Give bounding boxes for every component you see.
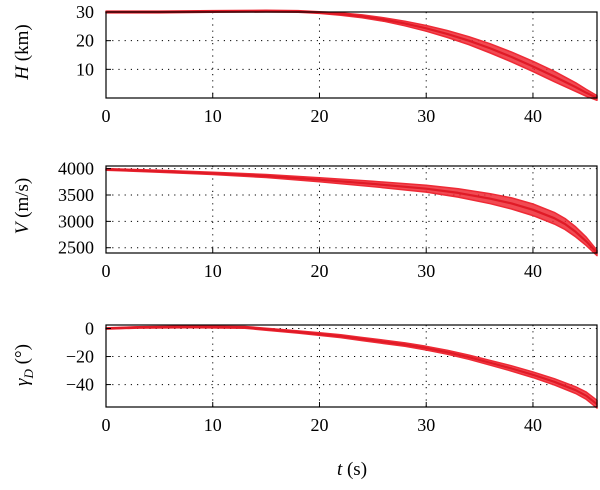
x-tick-label: 30 bbox=[417, 415, 435, 435]
ylabel-unit: (m/s) bbox=[12, 178, 33, 223]
panel-velocity: V (m/s) 0 10 20 30 40 2500 3000 3500 4000 bbox=[12, 159, 598, 281]
x-tick-label: 0 bbox=[102, 106, 111, 126]
x-tick-label: 40 bbox=[524, 106, 542, 126]
y-axis-label-altitude: H (km) bbox=[12, 24, 33, 80]
ylabel-symbol: γ bbox=[12, 378, 33, 386]
x-tick-label: 30 bbox=[417, 106, 435, 126]
xlabel-symbol: t bbox=[337, 459, 343, 480]
y-tick-label: −20 bbox=[66, 347, 94, 367]
trajectory-band bbox=[105, 167, 598, 257]
x-tick-label: 40 bbox=[524, 261, 542, 281]
panel-flight-path-angle: γD (°) 0 10 20 30 40 −40 −20 0 bbox=[12, 319, 598, 435]
y-tick-label: 20 bbox=[76, 31, 94, 51]
svg-text:H (km): H (km) bbox=[12, 24, 33, 80]
panel-altitude: H (km) 0 10 20 30 40 10 20 30 bbox=[12, 2, 598, 126]
trajectory-line bbox=[105, 168, 598, 254]
x-axis-label: t (s) bbox=[337, 459, 367, 480]
y-tick-label: 10 bbox=[76, 59, 94, 79]
x-tick-label: 20 bbox=[310, 106, 328, 126]
ylabel-unit: (km) bbox=[12, 24, 33, 66]
x-tick-label: 40 bbox=[524, 415, 542, 435]
x-tick-label: 10 bbox=[204, 261, 222, 281]
y-tick-label: 3500 bbox=[58, 185, 94, 205]
x-tick-label: 10 bbox=[204, 415, 222, 435]
x-tick-label: 20 bbox=[310, 415, 328, 435]
y-tick-label: 3000 bbox=[58, 211, 94, 231]
x-tick-label: 0 bbox=[102, 261, 111, 281]
y-axis-label-velocity: V (m/s) bbox=[12, 178, 33, 234]
trajectory-line bbox=[105, 325, 598, 406]
plot-frame bbox=[105, 165, 598, 254]
trajectory-band bbox=[105, 325, 598, 409]
x-tick-label: 30 bbox=[417, 261, 435, 281]
trajectory-band bbox=[105, 9, 598, 102]
ylabel-unit: (°) bbox=[12, 344, 33, 369]
x-tick-label: 0 bbox=[102, 415, 111, 435]
svg-text:γD (°): γD (°) bbox=[12, 344, 36, 386]
x-tick-label: 20 bbox=[310, 261, 328, 281]
plot-frame bbox=[105, 324, 598, 408]
svg-text:V (m/s): V (m/s) bbox=[12, 178, 33, 234]
trajectory-line bbox=[106, 10, 598, 99]
ylabel-symbol: V bbox=[12, 220, 33, 234]
ylabel-symbol: H bbox=[12, 65, 33, 81]
y-tick-label: 2500 bbox=[58, 238, 94, 258]
y-tick-label: 4000 bbox=[58, 159, 94, 179]
ylabel-subscript: D bbox=[21, 368, 36, 379]
y-tick-label: −40 bbox=[66, 375, 94, 395]
xlabel-unit: (s) bbox=[342, 459, 367, 480]
y-axis-label-flight-path-angle: γD (°) bbox=[12, 344, 36, 386]
x-tick-label: 10 bbox=[204, 106, 222, 126]
y-tick-label: 30 bbox=[76, 2, 94, 22]
plot-frame bbox=[105, 11, 598, 99]
y-tick-label: 0 bbox=[85, 319, 94, 339]
